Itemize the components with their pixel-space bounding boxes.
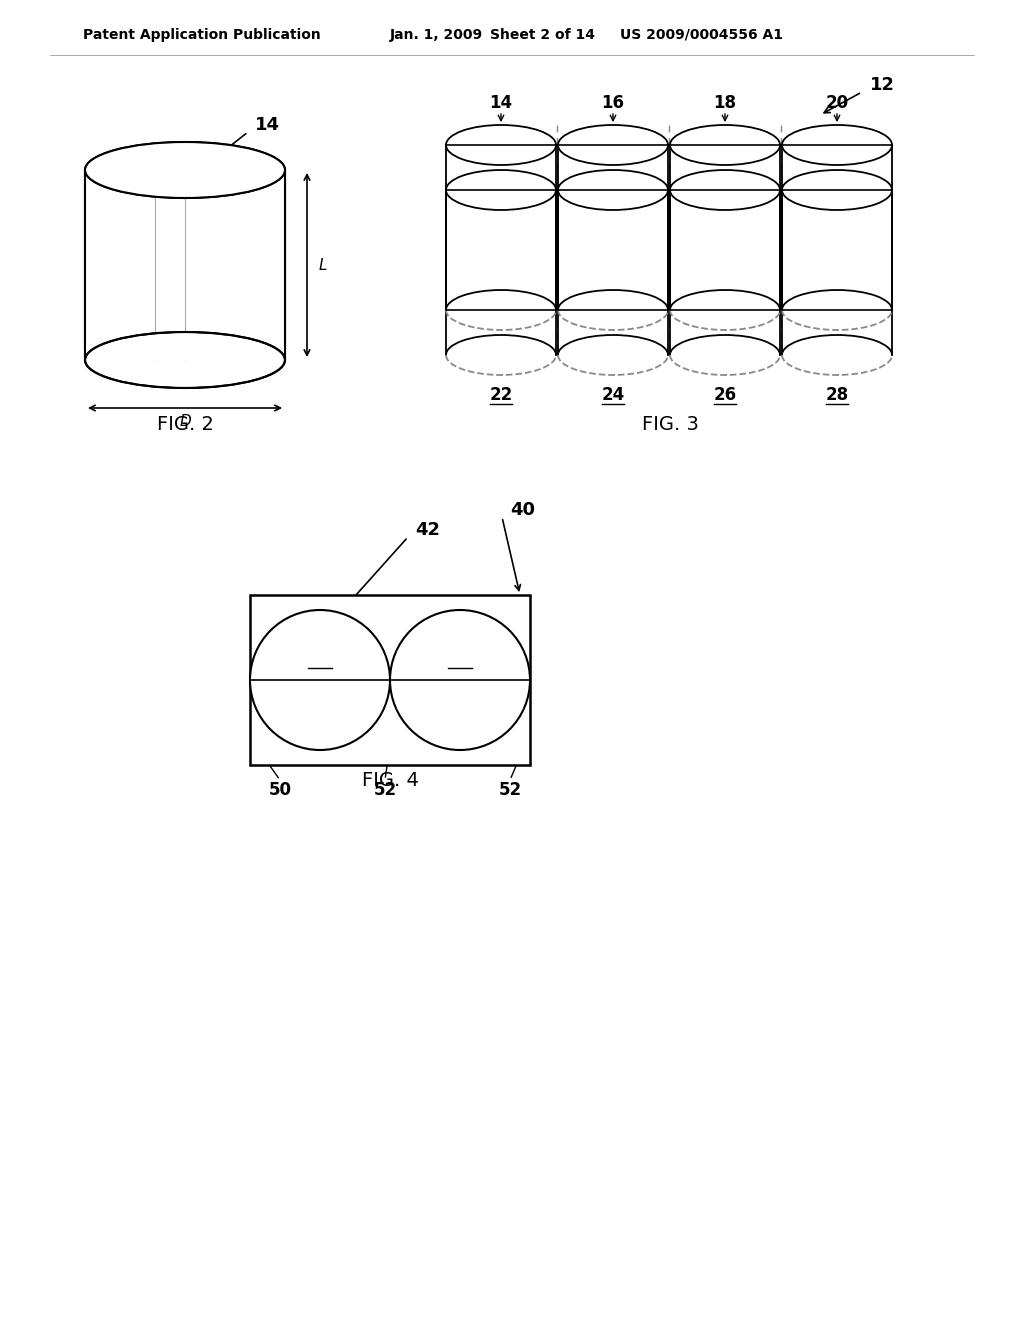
Circle shape (390, 610, 530, 750)
Bar (558, 190, 668, 355)
Text: 28: 28 (825, 385, 849, 404)
Text: US 2009/0004556 A1: US 2009/0004556 A1 (620, 28, 783, 42)
Bar (558, 145, 668, 310)
Ellipse shape (446, 125, 556, 165)
Text: 16: 16 (601, 94, 625, 112)
Text: Sheet 2 of 14: Sheet 2 of 14 (490, 28, 595, 42)
Text: FIG. 4: FIG. 4 (361, 771, 419, 789)
Text: 46: 46 (449, 649, 472, 668)
Text: 22: 22 (489, 385, 513, 404)
Text: 14: 14 (255, 116, 280, 135)
Text: D: D (179, 414, 190, 429)
Ellipse shape (85, 143, 285, 198)
Bar (85, 170, 285, 360)
Ellipse shape (558, 170, 668, 210)
FancyBboxPatch shape (85, 170, 285, 360)
Text: FIG. 3: FIG. 3 (642, 416, 698, 434)
Text: 52: 52 (499, 781, 521, 799)
Text: FIG. 2: FIG. 2 (157, 416, 213, 434)
Bar (446, 145, 556, 310)
Text: 18: 18 (714, 94, 736, 112)
Ellipse shape (782, 125, 892, 165)
Text: Patent Application Publication: Patent Application Publication (83, 28, 321, 42)
Ellipse shape (558, 125, 668, 165)
Bar (446, 190, 556, 355)
Bar (670, 190, 780, 355)
Bar (782, 145, 892, 310)
Text: 40: 40 (510, 502, 535, 519)
Text: Jan. 1, 2009: Jan. 1, 2009 (390, 28, 483, 42)
Ellipse shape (446, 170, 556, 210)
Text: 50: 50 (268, 781, 292, 799)
Text: 44: 44 (308, 649, 332, 668)
Ellipse shape (670, 125, 780, 165)
Text: 24: 24 (601, 385, 625, 404)
Text: 14: 14 (489, 94, 513, 112)
Text: L: L (319, 257, 328, 272)
Bar (670, 145, 780, 310)
Bar (250, 595, 530, 766)
Text: 52: 52 (374, 781, 396, 799)
Text: 26: 26 (714, 385, 736, 404)
Text: 12: 12 (870, 77, 895, 94)
Text: 20: 20 (825, 94, 849, 112)
Ellipse shape (670, 170, 780, 210)
Bar (782, 190, 892, 355)
Circle shape (250, 610, 390, 750)
Text: 42: 42 (415, 521, 440, 539)
Ellipse shape (782, 170, 892, 210)
